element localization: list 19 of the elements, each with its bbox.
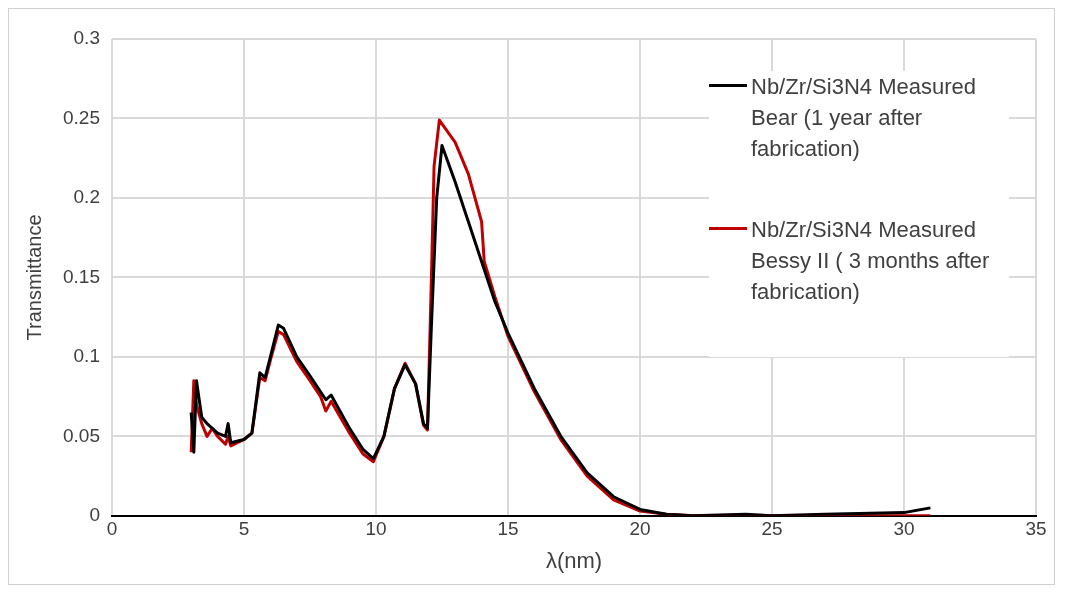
x-tick-label: 30 — [893, 518, 915, 540]
y-tick-label: 0.2 — [73, 186, 100, 208]
legend-label: Nb/Zr/Si3N4 Measured Bear (1 year after fabrication) — [751, 73, 977, 163]
x-tick-label: 15 — [497, 518, 519, 540]
x-tick-label: 10 — [365, 518, 387, 540]
x-tick-label: 5 — [238, 518, 250, 540]
x-tick-label: 20 — [629, 518, 651, 540]
x-tick-label: 25 — [761, 518, 783, 540]
y-tick-label: 0.1 — [73, 345, 100, 367]
y-tick-label: 0.25 — [63, 106, 100, 128]
y-tick-label: 0 — [89, 504, 100, 526]
y-tick-label: 0.3 — [73, 27, 100, 49]
x-tick-label: 0 — [106, 518, 118, 540]
legend-label: Nb/Zr/Si3N4 Measured Bessy II ( 3 months after fabrication) — [751, 216, 991, 306]
y-tick-label: 0.05 — [63, 424, 100, 446]
x-axis-title: λ(nm) — [545, 547, 603, 573]
y-axis-title: Transmittance — [22, 214, 45, 341]
y-tick-label: 0.15 — [63, 265, 100, 287]
x-tick-label: 35 — [1025, 518, 1047, 540]
